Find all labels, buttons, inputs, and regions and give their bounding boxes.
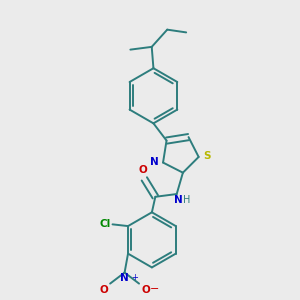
Text: O: O <box>138 165 147 175</box>
Text: O: O <box>99 285 108 295</box>
Text: O: O <box>141 285 150 295</box>
Text: H: H <box>183 195 191 205</box>
Text: N: N <box>150 157 159 167</box>
Text: N: N <box>120 273 129 283</box>
Text: N: N <box>174 195 182 205</box>
Text: −: − <box>150 284 159 294</box>
Text: Cl: Cl <box>100 219 111 230</box>
Text: S: S <box>203 151 211 160</box>
Text: +: + <box>131 273 138 282</box>
